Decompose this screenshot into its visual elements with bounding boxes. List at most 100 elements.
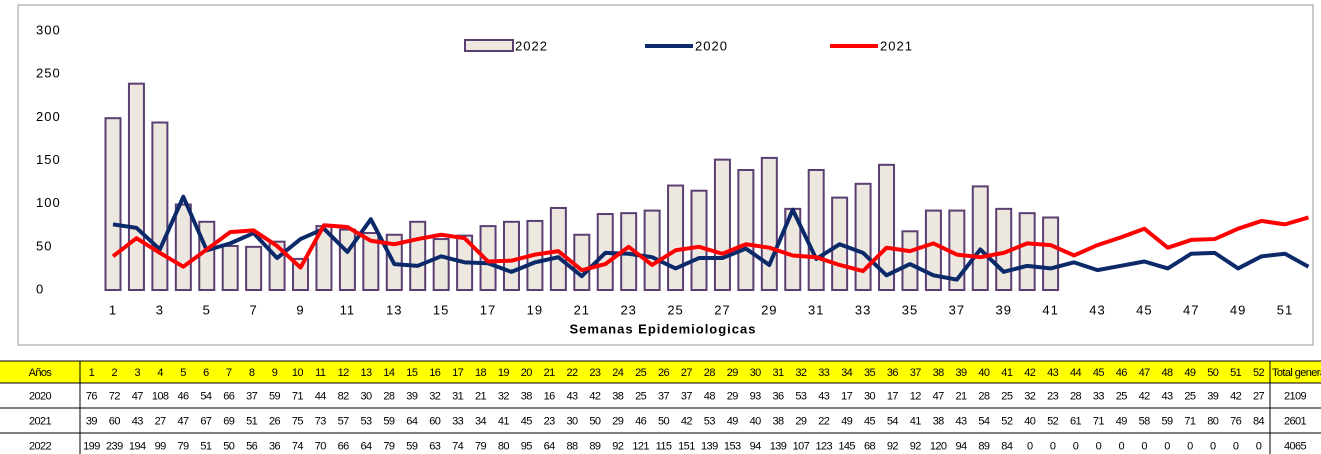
x-tick-label: 51 (1277, 302, 1293, 317)
x-tick-label: 5 (203, 302, 211, 317)
table-cell: 49 (841, 415, 853, 427)
bar (878, 163, 896, 291)
bar (643, 209, 661, 291)
table-header: 34 (841, 367, 853, 379)
table-cell: 12 (910, 390, 922, 402)
table-cell: 0 (1118, 440, 1124, 452)
table-cell: 0 (1164, 440, 1170, 452)
bar (901, 230, 919, 291)
table-cell: 54 (978, 415, 990, 427)
table-cell: 0 (1050, 440, 1056, 452)
table-cell: 60 (429, 415, 441, 427)
table-cell: 32 (1024, 390, 1036, 402)
table-header: 47 (1139, 367, 1151, 379)
table-cell: 139 (701, 440, 718, 452)
x-tick-label: 27 (714, 302, 730, 317)
y-tick-label: 50 (36, 238, 52, 253)
table-cell: 79 (475, 440, 487, 452)
table-cell: 57 (338, 415, 350, 427)
table-header: 17 (452, 367, 464, 379)
table-cell: 45 (521, 415, 533, 427)
table-header: 45 (1093, 367, 1105, 379)
table-cell: 29 (795, 415, 807, 427)
line (111, 215, 1310, 274)
table-header: 18 (475, 367, 487, 379)
bar (127, 82, 145, 291)
bar (174, 203, 192, 291)
table-cell: 107 (793, 440, 810, 452)
table-cell: 37 (681, 390, 693, 402)
table-corner: Años (29, 367, 53, 379)
x-tick-label: 7 (250, 302, 258, 317)
table-cell: 0 (1256, 440, 1262, 452)
bar (362, 232, 380, 292)
table-cell: 36 (269, 440, 281, 452)
table-cell: 43 (566, 390, 578, 402)
table-header: 26 (658, 367, 670, 379)
table-header: 1 (89, 367, 95, 379)
table-cell: 82 (338, 390, 350, 402)
y-tick-label: 150 (36, 152, 61, 167)
table-cell: 31 (452, 390, 464, 402)
table-cell: 30 (864, 390, 876, 402)
table-cell: 23 (1047, 390, 1059, 402)
bar (807, 168, 825, 292)
table-cell: 67 (200, 415, 212, 427)
x-tick-label: 1 (109, 302, 117, 317)
table-cell: 38 (612, 390, 624, 402)
bar (924, 209, 942, 291)
table-cell: 0 (1073, 440, 1079, 452)
row-total: 2109 (1284, 390, 1307, 402)
table-cell: 40 (1024, 415, 1036, 427)
table-header: 43 (1047, 367, 1059, 379)
table-cell: 30 (361, 390, 373, 402)
table-cell: 89 (589, 440, 601, 452)
table-cell: 68 (864, 440, 876, 452)
table-cell: 34 (475, 415, 487, 427)
table-cell: 0 (1210, 440, 1216, 452)
x-tick-label: 39 (995, 302, 1011, 317)
x-tick-label: 23 (620, 302, 636, 317)
table-header: 21 (544, 367, 556, 379)
bar (502, 220, 520, 291)
table-cell: 33 (1093, 390, 1105, 402)
bar (432, 238, 450, 292)
table-cell: 25 (635, 390, 647, 402)
bar (573, 233, 591, 292)
table-cell: 25 (1116, 390, 1128, 402)
table-cell: 29 (727, 390, 739, 402)
table-cell: 75 (292, 415, 304, 427)
table-cell: 94 (750, 440, 762, 452)
bar (221, 244, 239, 291)
x-tick-label: 15 (433, 302, 449, 317)
table-header: 5 (180, 367, 186, 379)
table-cell: 151 (678, 440, 695, 452)
table-cell: 80 (1207, 415, 1219, 427)
table-cell: 66 (223, 390, 235, 402)
table-cell: 38 (521, 390, 533, 402)
bar (690, 189, 708, 291)
table-cell: 139 (770, 440, 787, 452)
table-cell: 39 (406, 390, 418, 402)
table-cell: 45 (864, 415, 876, 427)
x-tick-label: 25 (667, 302, 683, 317)
table-cell: 194 (129, 440, 146, 452)
line (112, 194, 1310, 282)
y-tick-label: 250 (36, 66, 61, 81)
legend-label: 2022 (515, 38, 548, 53)
row-label: 2021 (29, 415, 52, 427)
table-header: 31 (772, 367, 784, 379)
table-header: 24 (612, 367, 624, 379)
row-total: 4065 (1284, 440, 1307, 452)
table-header: 12 (338, 367, 350, 379)
table-cell: 60 (109, 415, 121, 427)
table-cell: 32 (498, 390, 510, 402)
table-cell: 69 (223, 415, 235, 427)
table-cell: 50 (658, 415, 670, 427)
bar (338, 228, 356, 291)
table-cell: 25 (1001, 390, 1013, 402)
table-cell: 46 (177, 390, 189, 402)
table-header: 11 (315, 367, 326, 379)
table-cell: 120 (930, 440, 947, 452)
bar (713, 158, 731, 291)
